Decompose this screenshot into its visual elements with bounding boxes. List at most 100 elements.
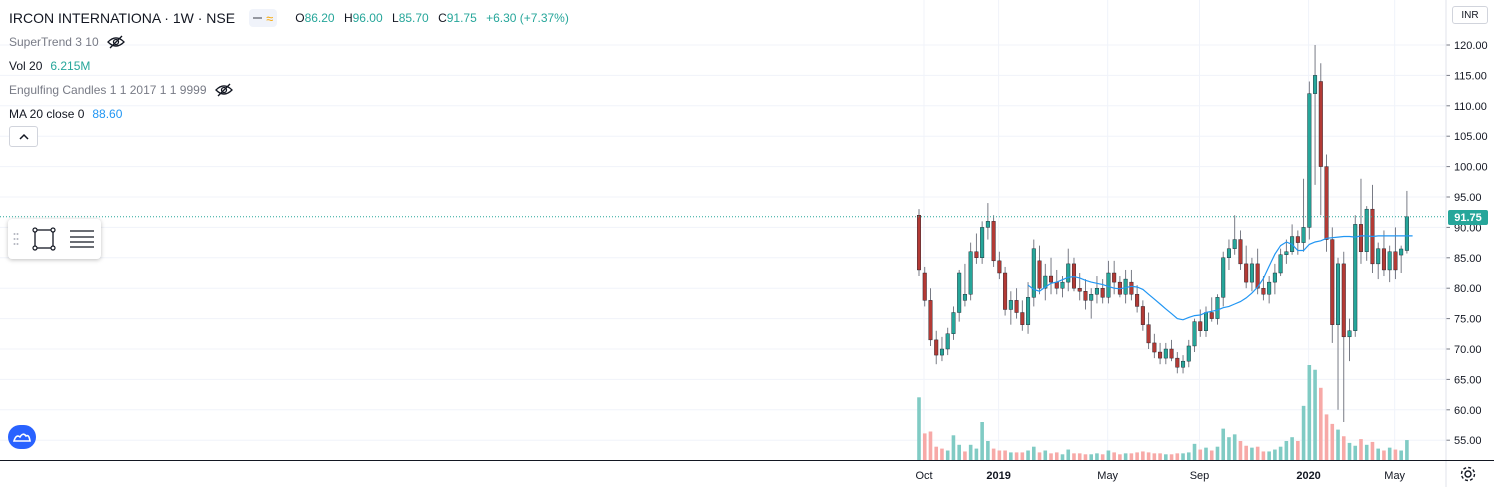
drag-handle-icon[interactable] bbox=[11, 232, 21, 246]
candle-body bbox=[1175, 357, 1180, 368]
tradingview-logo[interactable] bbox=[8, 425, 36, 449]
candle-body bbox=[1186, 345, 1191, 362]
volume-bar bbox=[1301, 405, 1306, 460]
low-value: 85.70 bbox=[398, 11, 429, 25]
candle-body bbox=[1393, 251, 1398, 271]
collapse-legend-button[interactable] bbox=[9, 126, 38, 147]
volume-bar bbox=[1399, 450, 1403, 460]
volume-bar bbox=[1158, 453, 1162, 460]
volume-bar bbox=[968, 444, 973, 460]
indicator-volume[interactable]: Vol 20 6.215M bbox=[9, 54, 575, 78]
x-tick-label: Sep bbox=[1190, 470, 1210, 482]
candle-body bbox=[1313, 75, 1318, 94]
candle-body bbox=[1209, 312, 1214, 319]
volume-bar bbox=[1135, 452, 1139, 460]
volume-bar bbox=[1209, 450, 1214, 460]
volume-bar bbox=[1181, 453, 1185, 460]
indicator-supertrend[interactable]: SuperTrend 3 10 bbox=[9, 30, 575, 54]
tradingview-logo-icon bbox=[12, 433, 31, 442]
volume-bar bbox=[922, 433, 927, 460]
candle-body bbox=[1387, 251, 1392, 271]
y-tick-label: 120.00 bbox=[1454, 40, 1488, 52]
candle-body bbox=[1232, 239, 1237, 249]
volume-bar bbox=[917, 397, 921, 460]
candle-body bbox=[968, 251, 973, 295]
y-tick-label: 95.00 bbox=[1454, 192, 1482, 204]
volume-bar bbox=[1330, 423, 1335, 460]
volume-bar bbox=[1347, 442, 1352, 460]
volume-bar bbox=[1273, 449, 1277, 460]
candle-body bbox=[1295, 236, 1300, 243]
rectangle-tool-icon bbox=[32, 227, 56, 251]
candle-body bbox=[1364, 208, 1369, 252]
chart-style-pill[interactable]: ≈ bbox=[249, 9, 278, 27]
volume-bar bbox=[1152, 453, 1157, 460]
volume-bar bbox=[1336, 429, 1340, 460]
volume-bar bbox=[957, 444, 961, 460]
y-tick-label: 55.00 bbox=[1454, 435, 1482, 447]
ma-value: 88.60 bbox=[92, 107, 123, 121]
candle-body bbox=[1049, 275, 1054, 283]
volume-bar bbox=[1250, 447, 1254, 460]
chevron-up-icon bbox=[18, 133, 29, 140]
candle-body bbox=[985, 221, 990, 228]
high-value: 96.00 bbox=[352, 11, 383, 25]
candle-body bbox=[974, 251, 979, 259]
candle-body bbox=[1094, 288, 1099, 295]
volume-bar bbox=[1232, 434, 1237, 460]
candle-body bbox=[1301, 227, 1306, 243]
volume-bar bbox=[1370, 441, 1375, 460]
volume-bar bbox=[1169, 454, 1174, 460]
volume-bar bbox=[1238, 441, 1243, 460]
candle-body bbox=[928, 300, 933, 341]
eye-off-icon[interactable] bbox=[214, 83, 233, 97]
volume-bar bbox=[1009, 452, 1013, 460]
volume-bar bbox=[1261, 451, 1266, 460]
candle-body bbox=[1272, 272, 1277, 283]
candle-body bbox=[1026, 297, 1031, 325]
currency-selector[interactable]: INR bbox=[1452, 6, 1488, 24]
ma-label: MA 20 close 0 bbox=[9, 107, 85, 121]
volume-bar bbox=[1267, 451, 1271, 460]
candle-body bbox=[1089, 294, 1094, 301]
symbol-title[interactable]: IRCON INTERNATIONA · 1W · NSE bbox=[9, 10, 236, 26]
volume-bar bbox=[1278, 446, 1283, 460]
volume-bar bbox=[1382, 450, 1386, 460]
candle-body bbox=[1324, 166, 1329, 240]
eye-off-icon[interactable] bbox=[106, 35, 125, 49]
line-settings-button[interactable] bbox=[67, 224, 97, 254]
rectangle-tool-button[interactable] bbox=[29, 224, 59, 254]
indicator-ma[interactable]: MA 20 close 0 88.60 bbox=[9, 102, 575, 126]
candle-body bbox=[1169, 348, 1174, 359]
candle-body bbox=[957, 272, 962, 313]
volume-bar bbox=[1227, 437, 1231, 460]
y-tick-label: 105.00 bbox=[1454, 131, 1488, 143]
volume-bar bbox=[1072, 453, 1076, 460]
wave-icon: ≈ bbox=[266, 10, 274, 26]
drawing-toolbar[interactable] bbox=[8, 219, 101, 259]
chart-grid bbox=[0, 0, 1446, 460]
candle-body bbox=[1140, 306, 1145, 325]
close-value: 91.75 bbox=[446, 11, 477, 25]
candle-body bbox=[1054, 281, 1059, 289]
volume-bar bbox=[1112, 452, 1116, 460]
line-dash-icon bbox=[253, 17, 263, 19]
volume-bar bbox=[1319, 387, 1323, 460]
volume-bar bbox=[1324, 414, 1329, 460]
indicator-engulfing[interactable]: Engulfing Candles 1 1 2017 1 1 9999 bbox=[9, 78, 575, 102]
candle-body bbox=[945, 333, 950, 350]
y-tick-label: 100.00 bbox=[1454, 162, 1488, 174]
candle-body bbox=[1158, 351, 1163, 359]
volume-bar bbox=[1215, 446, 1220, 460]
candle-body bbox=[1112, 272, 1117, 283]
volume-bar bbox=[1077, 453, 1082, 460]
ma-20-line bbox=[1027, 235, 1413, 321]
settings-gear-icon[interactable] bbox=[1458, 464, 1478, 484]
volume-bar bbox=[1290, 437, 1294, 460]
volume-bar bbox=[1313, 369, 1317, 460]
volume-bar bbox=[1106, 450, 1111, 460]
volume-bar bbox=[1405, 440, 1409, 460]
candle-body bbox=[1203, 312, 1208, 331]
